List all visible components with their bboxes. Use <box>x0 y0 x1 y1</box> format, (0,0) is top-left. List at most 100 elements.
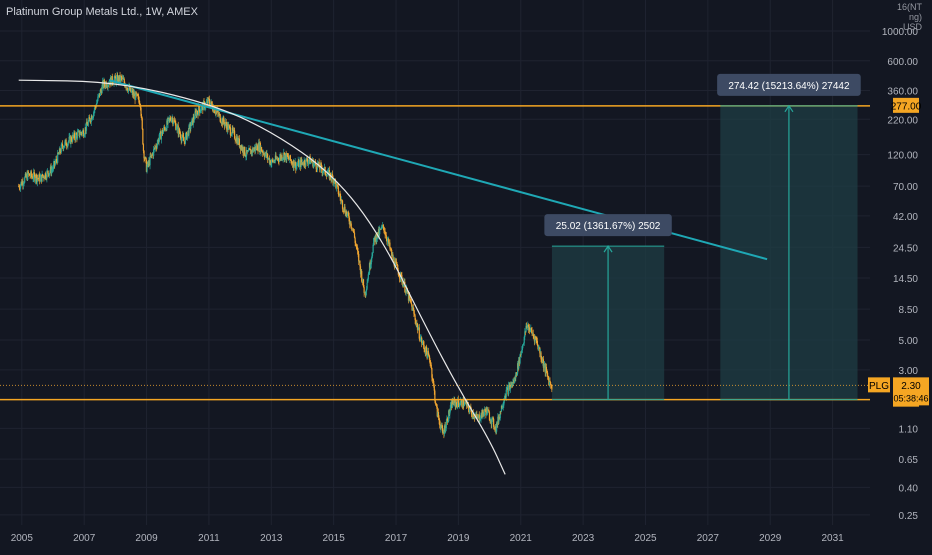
candle-body <box>65 139 67 146</box>
candle-body <box>502 406 504 409</box>
candle-body <box>23 182 25 184</box>
candle-body <box>60 144 62 153</box>
projection-arrowhead-2 <box>784 104 794 113</box>
candle-body <box>91 117 94 120</box>
candle-body <box>293 160 295 168</box>
candle-body <box>289 155 291 160</box>
candle-body <box>271 159 273 161</box>
candle-body <box>428 355 431 361</box>
candle-body <box>452 400 454 405</box>
candle-body <box>400 272 402 276</box>
x-tick-label: 2013 <box>260 533 283 544</box>
candle-body <box>208 98 210 99</box>
candle-body <box>179 132 181 135</box>
candle-body <box>417 329 419 331</box>
candle-body <box>451 400 453 409</box>
candle-body <box>430 363 432 365</box>
candle-body <box>548 380 551 386</box>
candle-body <box>530 328 533 331</box>
candle-body <box>352 228 354 232</box>
candle-body <box>245 150 248 157</box>
candle-body <box>413 309 415 314</box>
candle-body <box>431 367 433 378</box>
candle-body <box>213 107 215 113</box>
candle-body <box>34 179 37 182</box>
candle-body <box>79 131 82 135</box>
candle-body <box>351 227 353 230</box>
candle-body <box>198 106 200 110</box>
candle-body <box>535 336 537 338</box>
candle-body <box>63 147 65 150</box>
candle-body <box>312 159 314 168</box>
x-tick-label: 2025 <box>634 533 657 544</box>
candle-body <box>205 101 208 103</box>
candle-body <box>512 382 514 386</box>
candle-body <box>545 366 548 372</box>
candle-body <box>496 422 498 432</box>
candle-body <box>433 385 435 391</box>
x-tick-label: 2021 <box>510 533 533 544</box>
candle-body <box>290 160 293 164</box>
candle-body <box>478 414 480 421</box>
candle-body <box>424 349 426 351</box>
candle-body <box>415 320 417 325</box>
candle-body <box>421 342 423 344</box>
candle-body <box>310 160 312 164</box>
candle-body <box>315 164 317 169</box>
candle-body <box>539 347 541 354</box>
candle-body <box>244 146 246 156</box>
current-price-tag <box>893 377 929 406</box>
candle-body <box>325 173 327 176</box>
candle-body <box>505 389 507 398</box>
symbol-label: PLG <box>869 381 889 392</box>
candle-body <box>76 132 79 139</box>
candle-body <box>515 372 517 379</box>
candle-body <box>192 117 194 125</box>
candle-body <box>346 211 348 216</box>
candle-body <box>508 385 510 395</box>
candle-body <box>549 380 551 383</box>
candle-body <box>263 152 265 156</box>
candle-body <box>248 148 251 150</box>
candle-body <box>521 349 523 352</box>
candle-body <box>476 414 478 417</box>
symbol-title[interactable]: Platinum Group Metals Ltd., 1W, AMEX <box>6 6 198 18</box>
candle-body <box>412 307 414 310</box>
candle-body <box>389 242 391 249</box>
candle-body <box>295 165 297 170</box>
projection-label-box-2 <box>717 73 861 96</box>
candle-body <box>521 345 524 350</box>
candle-body <box>348 215 350 222</box>
candle-body <box>33 172 35 179</box>
candle-body <box>458 402 460 407</box>
candle-body <box>127 88 130 92</box>
candle-body <box>181 137 183 141</box>
candle-body <box>82 130 85 137</box>
price-axis-units[interactable]: 16(NT ng) USD <box>882 2 922 32</box>
candle-body <box>370 258 372 265</box>
candle-body <box>171 118 173 122</box>
candle-body <box>229 125 231 128</box>
candle-body <box>535 337 537 341</box>
level-price-tag-1 <box>893 97 919 113</box>
y-tick-label: 120.00 <box>887 151 918 162</box>
current-price-label: 2.30 <box>901 381 921 392</box>
projection-arrowhead-1 <box>603 245 613 253</box>
candle-body <box>296 164 299 166</box>
candle-body <box>506 387 508 390</box>
candle-body <box>500 411 502 413</box>
candle-body <box>437 412 440 418</box>
candle-body <box>522 344 524 346</box>
candle-body <box>51 169 53 174</box>
candle-body <box>234 138 236 141</box>
candle-body <box>398 274 400 276</box>
candle-body <box>120 76 122 81</box>
candle-body <box>175 122 177 130</box>
candle-body <box>428 354 430 356</box>
candle-body <box>455 402 457 407</box>
candle-body <box>383 226 385 231</box>
candle-body <box>94 106 96 111</box>
candle-body <box>320 163 322 165</box>
